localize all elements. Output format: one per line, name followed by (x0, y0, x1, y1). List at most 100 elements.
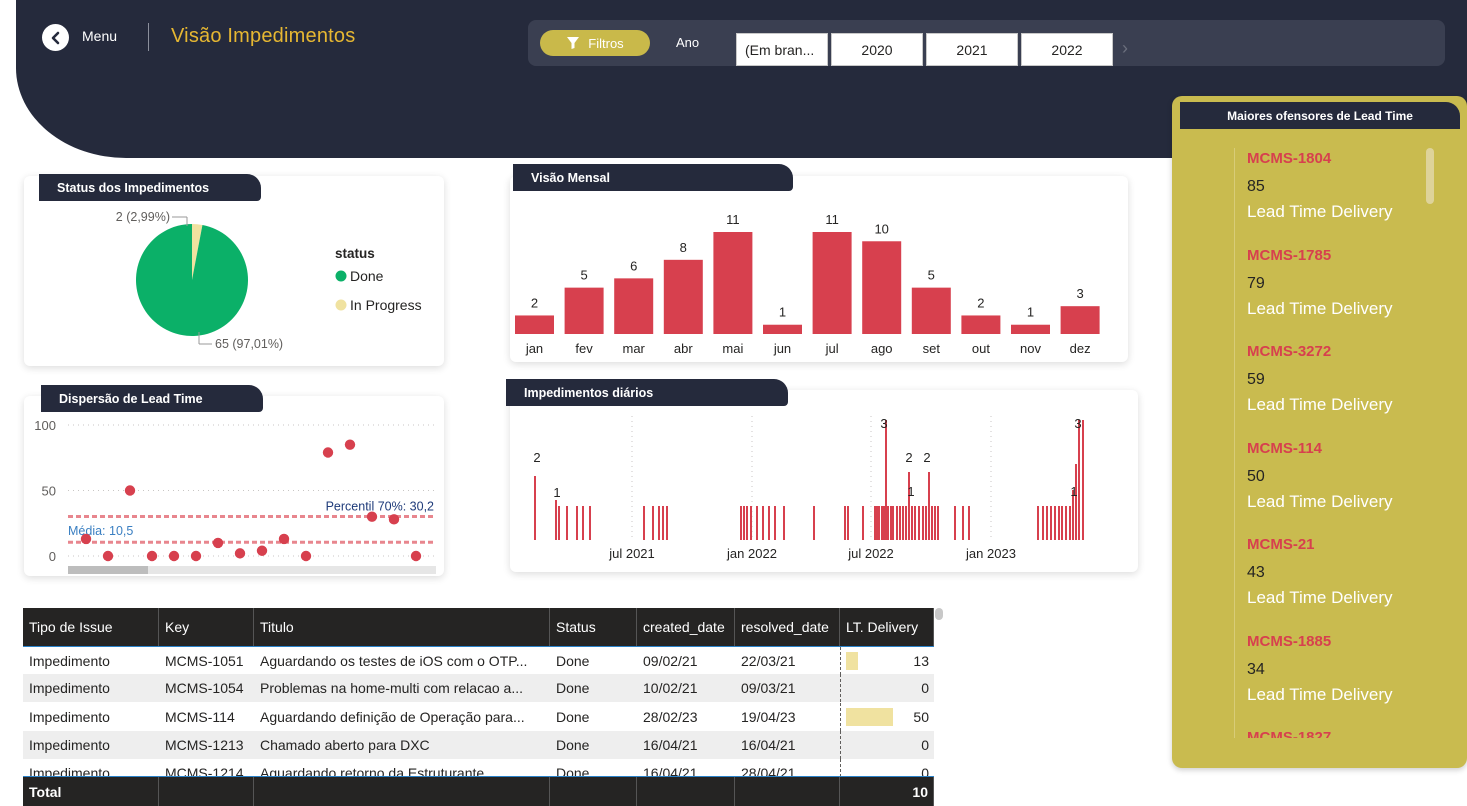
daily-bar[interactable] (1082, 420, 1084, 540)
daily-bar[interactable] (1065, 506, 1067, 540)
month-bar-jun[interactable] (763, 324, 802, 334)
daily-bar[interactable] (1072, 490, 1074, 540)
daily-bar[interactable] (666, 506, 668, 540)
daily-bar[interactable] (847, 506, 849, 540)
menu-label[interactable]: Menu (82, 28, 118, 44)
daily-bar[interactable] (662, 506, 664, 540)
daily-bar[interactable] (908, 472, 910, 540)
month-bar-mar[interactable] (614, 278, 654, 334)
offender-item[interactable]: MCMS-1827 (1235, 727, 1434, 738)
daily-bar[interactable] (883, 506, 885, 540)
month-bar-out[interactable] (961, 315, 1001, 334)
daily-bar[interactable] (878, 506, 880, 540)
scatter-point[interactable] (146, 550, 158, 562)
month-bar-abr[interactable] (663, 259, 703, 334)
daily-bar[interactable] (914, 506, 916, 540)
daily-bar[interactable] (740, 506, 742, 540)
year-option-2020[interactable]: 2020 (831, 33, 923, 66)
daily-bar[interactable] (925, 506, 927, 540)
filters-button[interactable]: Filtros (540, 30, 650, 56)
table-header-cell[interactable]: Key (159, 608, 254, 646)
daily-bar[interactable] (566, 506, 568, 540)
scatter-point[interactable] (124, 485, 136, 496)
table-header-cell[interactable]: resolved_date (735, 608, 840, 646)
scatter-point[interactable] (102, 550, 114, 562)
scatter-point[interactable] (344, 439, 356, 450)
daily-bar[interactable] (783, 506, 785, 540)
table-row[interactable]: Impedimento MCMS-1051 Aguardando os testes… (23, 646, 934, 675)
scatter-point[interactable] (300, 550, 312, 562)
daily-bar[interactable] (1054, 506, 1056, 540)
daily-bar[interactable] (902, 506, 904, 540)
offender-item[interactable]: MCMS-21 43 Lead Time Delivery (1235, 534, 1434, 631)
scatter-scroll-thumb[interactable] (68, 566, 148, 574)
offender-item[interactable]: MCMS-1785 79 Lead Time Delivery (1235, 245, 1434, 342)
daily-bar[interactable] (1046, 506, 1048, 540)
table-header-cell[interactable]: Status (550, 608, 637, 646)
year-option-2021[interactable]: 2021 (926, 33, 1018, 66)
daily-bar[interactable] (652, 506, 654, 540)
table-row[interactable]: Impedimento MCMS-1054 Problemas na home-mu… (23, 674, 934, 703)
daily-bar[interactable] (762, 506, 764, 540)
scatter-point[interactable] (410, 550, 422, 562)
daily-bar[interactable] (954, 506, 956, 540)
table-header-cell[interactable]: Titulo (254, 608, 550, 646)
daily-bar[interactable] (931, 506, 933, 540)
daily-bar[interactable] (558, 506, 560, 540)
daily-bar[interactable] (905, 506, 907, 540)
daily-bar[interactable] (756, 506, 758, 540)
daily-bar[interactable] (1037, 506, 1039, 540)
daily-bar[interactable] (844, 506, 846, 540)
daily-bar[interactable] (768, 506, 770, 540)
table-row[interactable]: Impedimento MCMS-114 Aguardando definição … (23, 702, 934, 731)
table-header-cell[interactable]: created_date (637, 608, 735, 646)
offender-item[interactable]: MCMS-1804 85 Lead Time Delivery (1235, 148, 1434, 245)
daily-bar[interactable] (643, 506, 645, 540)
daily-bar[interactable] (874, 506, 876, 540)
scatter-point[interactable] (212, 537, 224, 549)
daily-bar[interactable] (937, 506, 939, 540)
daily-bar[interactable] (589, 506, 591, 540)
back-button[interactable] (42, 24, 69, 51)
scatter-point[interactable] (168, 550, 180, 562)
scatter-scroll-track[interactable] (68, 566, 436, 574)
daily-bar[interactable] (962, 506, 964, 540)
table-row[interactable]: Impedimento MCMS-1213 Chamado aberto para … (23, 730, 934, 759)
daily-bar[interactable] (658, 506, 660, 540)
month-bar-nov[interactable] (1011, 324, 1050, 334)
daily-bar[interactable] (968, 506, 970, 540)
scatter-point[interactable] (388, 514, 400, 525)
offender-item[interactable]: MCMS-3272 59 Lead Time Delivery (1235, 341, 1434, 438)
scatter-point[interactable] (366, 511, 378, 522)
table-header-cell[interactable]: LT. Delivery (840, 608, 934, 646)
pie-slice-in-progress[interactable] (192, 224, 203, 280)
legend-in-progress[interactable]: In Progress (350, 297, 422, 313)
month-bar-mai[interactable] (713, 232, 753, 334)
daily-bar[interactable] (576, 506, 578, 540)
daily-bar[interactable] (1050, 506, 1052, 540)
month-bar-fev[interactable] (564, 287, 604, 334)
daily-bar[interactable] (813, 506, 815, 540)
scatter-point[interactable] (190, 550, 202, 562)
month-bar-dez[interactable] (1060, 306, 1100, 334)
daily-bar[interactable] (862, 506, 864, 540)
scatter-point[interactable] (256, 545, 268, 556)
month-bar-jul[interactable] (812, 232, 852, 334)
daily-bar[interactable] (911, 506, 913, 540)
offender-item[interactable]: MCMS-1885 34 Lead Time Delivery (1235, 631, 1434, 728)
scatter-point[interactable] (234, 548, 246, 559)
offender-item[interactable]: MCMS-114 50 Lead Time Delivery (1235, 438, 1434, 535)
scatter-point[interactable] (80, 533, 92, 545)
daily-bar[interactable] (774, 506, 776, 540)
table-header-cell[interactable]: Tipo de Issue (23, 608, 159, 646)
pie-slice-done[interactable] (136, 224, 249, 336)
daily-bar[interactable] (890, 506, 892, 540)
daily-bar[interactable] (896, 506, 898, 540)
daily-bar[interactable] (934, 506, 936, 540)
daily-bar[interactable] (892, 506, 894, 540)
daily-bar[interactable] (1078, 420, 1080, 540)
scatter-point[interactable] (278, 533, 290, 545)
daily-bar[interactable] (1075, 464, 1077, 540)
month-bar-ago[interactable] (862, 241, 902, 334)
daily-bar[interactable] (928, 472, 930, 540)
